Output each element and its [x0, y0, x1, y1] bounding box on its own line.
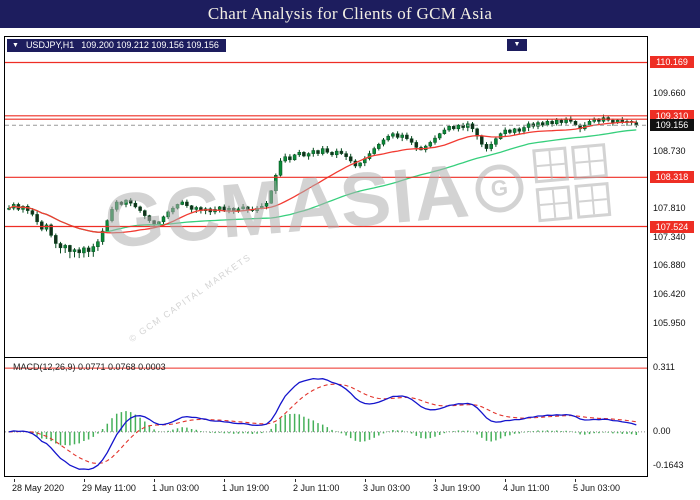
price-chart-panel[interactable]: ▼ USDJPY,H1 109.200 109.212 109.156 109.… [4, 36, 648, 358]
symbol-info-bar[interactable]: ▼ USDJPY,H1 109.200 109.212 109.156 109.… [7, 39, 226, 52]
time-tick [14, 479, 15, 482]
time-axis-label: 4 Jun 11:00 [503, 483, 550, 493]
time-axis-label: 1 Jun 03:00 [152, 483, 200, 493]
price-tick-label: 105.950 [653, 318, 686, 329]
time-axis-label: 28 May 2020 [12, 483, 65, 493]
current-price-label: 109.156 [650, 119, 694, 132]
time-tick [224, 479, 225, 482]
price-tick-label: 107.810 [653, 202, 686, 213]
time-tick [365, 479, 366, 482]
time-tick [295, 479, 296, 482]
macd-scale-label: 0.00 [653, 425, 671, 436]
price-level-label: 108.318 [650, 171, 694, 184]
time-tick [154, 479, 155, 482]
time-tick [84, 479, 85, 482]
ohlc-values: 109.200 109.212 109.156 109.156 [81, 40, 219, 50]
symbol-timeframe-label: USDJPY,H1 [25, 40, 75, 50]
time-axis-label: 2 Jun 11:00 [293, 483, 340, 493]
macd-indicator-label: MACD(12,26,9) 0.0771 0.0768 0.0003 [13, 362, 166, 372]
price-tick-label: 106.880 [653, 260, 686, 271]
dropdown-arrow-icon[interactable]: ▼ [12, 42, 19, 49]
price-tick-label: 109.660 [653, 88, 686, 99]
time-tick [575, 479, 576, 482]
macd-chart[interactable] [5, 358, 647, 476]
chart-marker-icon[interactable]: ▼ [507, 39, 527, 51]
title-bar: Chart Analysis for Clients of GCM Asia [0, 0, 700, 28]
candlestick-chart[interactable] [5, 37, 647, 357]
time-axis-label: 3 Jun 19:00 [433, 483, 481, 493]
price-tick-label: 107.340 [653, 231, 686, 242]
macd-scale-label: -0.1643 [653, 459, 684, 470]
time-axis-label: 3 Jun 03:00 [363, 483, 411, 493]
time-axis[interactable]: 28 May 2020 29 May 11:00 1 Jun 03:00 1 Jun … [0, 479, 700, 500]
time-axis-label: 5 Jun 03:00 [573, 483, 621, 493]
price-level-label: 109.310 [650, 109, 694, 122]
time-axis-label: 1 Jun 19:00 [222, 483, 270, 493]
page-title: Chart Analysis for Clients of GCM Asia [207, 4, 493, 23]
price-level-label: 107.524 [650, 220, 694, 233]
macd-scale-label: 0.311 [653, 362, 675, 373]
time-tick [505, 479, 506, 482]
time-tick [435, 479, 436, 482]
price-tick-label: 108.730 [653, 145, 686, 156]
price-scale[interactable]: 109.660 108.730 107.810 107.340 106.880 106.4… [650, 0, 700, 500]
price-tick-label: 106.420 [653, 288, 686, 299]
price-level-label: 110.169 [650, 56, 694, 69]
macd-panel[interactable]: MACD(12,26,9) 0.0771 0.0768 0.0003 [4, 357, 648, 477]
time-axis-label: 29 May 11:00 [82, 483, 136, 493]
